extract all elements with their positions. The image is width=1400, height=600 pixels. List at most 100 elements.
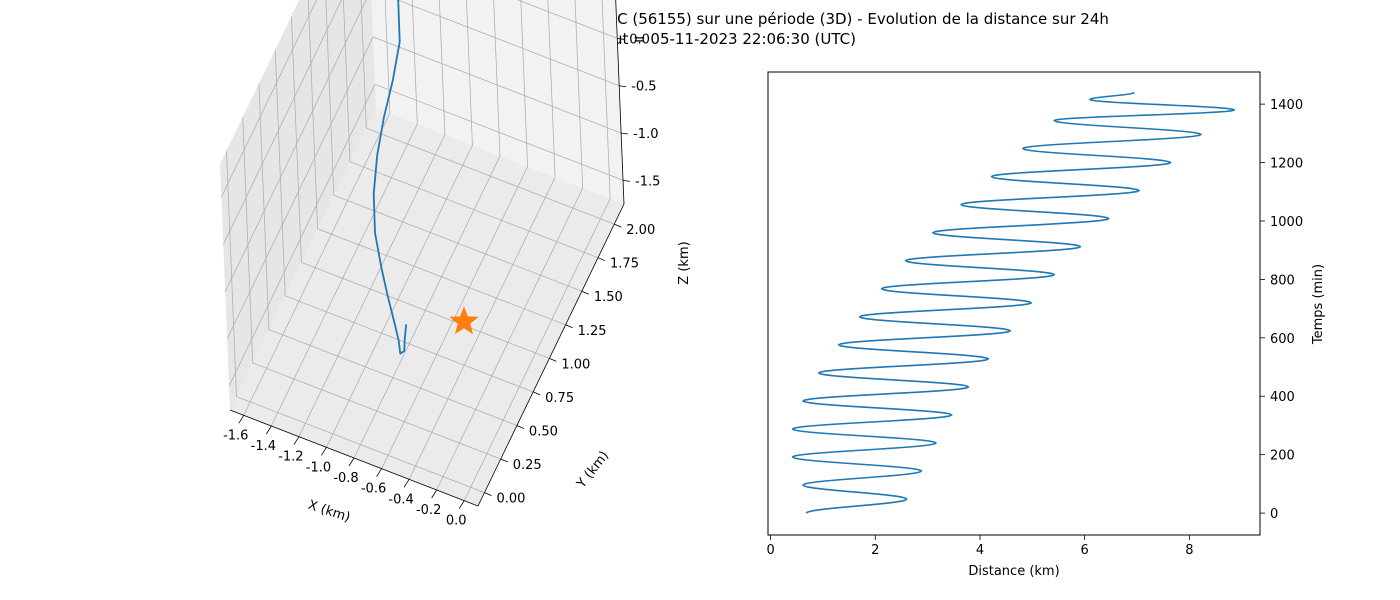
grid-line-x: [463, 0, 611, 501]
z-tick-label: 0.0: [629, 32, 650, 47]
y-tick-label: 600: [1270, 332, 1295, 347]
grid-line-y: [360, 0, 615, 225]
grid-line-y: [343, 0, 599, 259]
y-tick-label: 1.00: [561, 357, 590, 372]
grid-line-y: [258, 83, 518, 426]
y-tick-label: 800: [1270, 273, 1295, 288]
y-tick-label: 0.00: [496, 492, 525, 507]
grid-line-y: [226, 150, 485, 493]
x-tick-label: -1.2: [278, 450, 303, 465]
z-tick-label: -0.5: [631, 80, 656, 95]
plot-2d-xlabel: Distance (km): [968, 564, 1059, 579]
grid-line-y: [307, 0, 566, 326]
y-tick-mark: [614, 223, 622, 228]
x-tick-mark: [321, 447, 327, 456]
grid-line-x: [353, 0, 501, 459]
x-tick-label: -0.2: [416, 503, 441, 518]
y-tick-label: 200: [1270, 449, 1295, 464]
y-tick-label: 1.50: [594, 290, 623, 305]
plot-2d-ylabel: Temps (min): [1311, 264, 1326, 345]
plot-3d-zlabel: Z (km): [677, 241, 692, 284]
y-axis-line: [477, 203, 625, 507]
z-tick-mark: [619, 85, 627, 88]
y-tick-mark: [532, 391, 541, 396]
x-tick-label: -0.4: [388, 492, 413, 507]
grid-line-x: [270, 0, 418, 427]
y-tick-label: 400: [1270, 390, 1295, 405]
plot-3d-panes: [220, 0, 624, 506]
plot-2d-ticks: 0 2 4 6 8 0 200 400 600 800 1000 1200 1400: [766, 98, 1303, 558]
y-tick-label: 1.25: [578, 324, 607, 339]
plot-2d-frame: [767, 71, 1261, 536]
y-tick-label: 0.25: [513, 458, 542, 473]
x-tick-label: -0.8: [333, 471, 358, 486]
plot-3d-xlabel: X (km): [306, 498, 352, 526]
x-tick-label: 0.0: [446, 514, 467, 529]
y-tick-mark: [565, 324, 573, 329]
grid-line-y: [274, 49, 534, 393]
y-tick-label: 1.75: [610, 257, 639, 272]
y-tick-mark: [516, 425, 525, 429]
x-tick-mark: [265, 425, 272, 435]
grid-line-x: [298, 0, 446, 437]
x-tick-mark: [238, 415, 245, 424]
grid-line-y: [242, 116, 501, 460]
x-tick-label: 8: [1185, 543, 1193, 558]
y-tick-label: 2.00: [626, 223, 655, 238]
y-tick-label: 0: [1270, 507, 1278, 522]
z-tick-mark: [622, 179, 631, 182]
y-tick-mark: [484, 492, 492, 496]
x-tick-mark: [348, 457, 355, 467]
grid-line-x: [381, 0, 529, 469]
plot-2d-data: [791, 91, 1236, 514]
figure-title-line2: Date début = 05-11-2023 22:06:30 (UTC): [544, 30, 856, 48]
x-tick-mark: [376, 468, 382, 477]
x-tick-label: -1.4: [251, 439, 276, 454]
grid-line-y: [325, 0, 582, 292]
grid-line-z: [224, 0, 620, 292]
target-star-marker: [449, 306, 479, 335]
x-tick-mark: [293, 436, 300, 445]
grid-line-x: [436, 0, 584, 491]
y-tick-label: 0.75: [545, 391, 574, 406]
distance-series-line: [791, 91, 1236, 514]
x-tick-label: -0.6: [361, 482, 386, 497]
z-tick-label: -1.0: [633, 127, 658, 142]
grid-line-z: [226, 36, 622, 340]
y-tick-label: 1000: [1270, 215, 1303, 230]
y-tick-mark: [500, 458, 508, 463]
y-tick-label: 1400: [1270, 98, 1303, 113]
plot-distance-vs-time: 0 2 4 6 8 0 200 400 600 800 1000 1200 1400 Distance …: [766, 71, 1326, 579]
plot-3d-data: [372, 0, 479, 355]
x-tick-label: 6: [1081, 543, 1089, 558]
x-tick-label: 0: [766, 543, 774, 558]
grid-line-z: [220, 0, 318, 198]
x-tick-mark: [403, 479, 410, 488]
x-tick-label: -1.0: [306, 460, 331, 475]
grid-line-x: [243, 0, 391, 416]
y-tick-label: 0.50: [529, 424, 558, 439]
grid-line-z: [228, 83, 624, 387]
trajectory-3d-line: [372, 0, 408, 355]
y-tick-label: 1200: [1270, 157, 1303, 172]
y-tick-mark: [597, 257, 606, 262]
grid-line-x: [408, 0, 556, 480]
plot-3d-grid: [220, 0, 624, 501]
y-tick-mark: [581, 290, 589, 295]
x-tick-mark: [431, 489, 438, 499]
z-tick-label: -1.5: [635, 174, 660, 189]
x-tick-label: 4: [976, 543, 984, 558]
y-tick-mark: [549, 357, 557, 362]
plot-3d-ticks: -1.6-1.4-1.2-1.0-0.8-0.6-0.4-0.20.00.000…: [223, 0, 660, 529]
x-tick-mark: [458, 500, 465, 509]
x-tick-label: -1.6: [223, 428, 248, 443]
z-axis-line: [615, 0, 625, 205]
grid-line-x: [326, 0, 473, 448]
plot-3d-trajectory: -1.6-1.4-1.2-1.0-0.8-0.6-0.4-0.20.00.000…: [220, 0, 692, 529]
plot-3d-ylabel: Y (km): [574, 449, 613, 492]
x-tick-label: 2: [871, 543, 879, 558]
grid-line-z: [222, 0, 618, 245]
z-tick-mark: [621, 132, 629, 135]
z-tick-mark: [617, 38, 625, 40]
